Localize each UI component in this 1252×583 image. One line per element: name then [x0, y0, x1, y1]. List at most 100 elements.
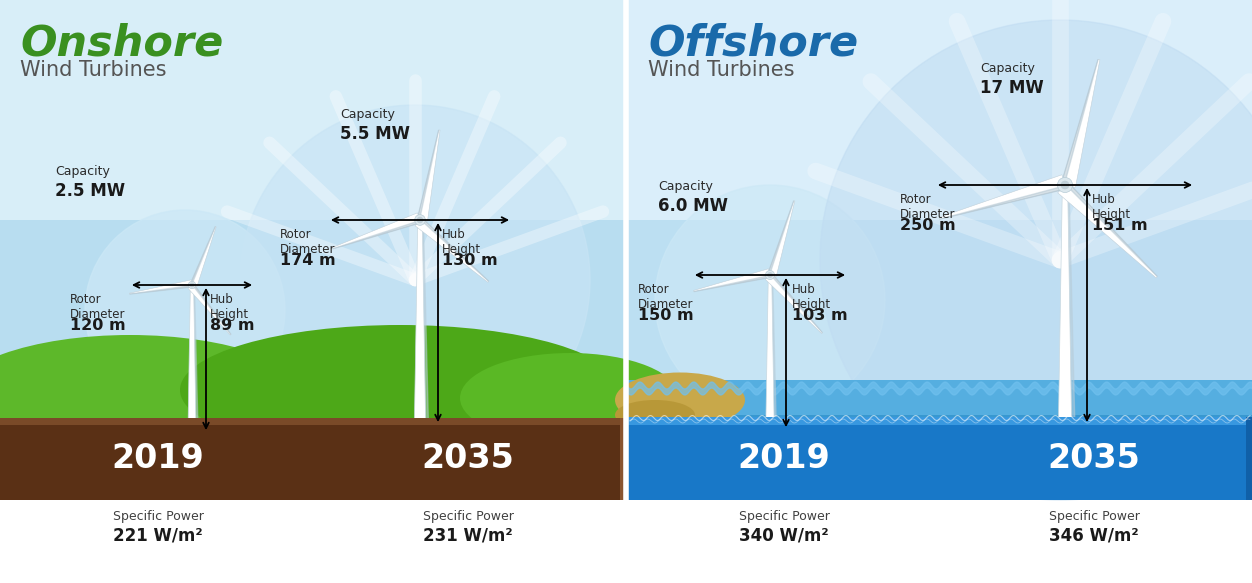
Polygon shape	[194, 285, 198, 433]
Polygon shape	[190, 226, 217, 287]
Text: Hub
Height: Hub Height	[793, 283, 831, 311]
Text: 250 m: 250 m	[900, 218, 955, 233]
Polygon shape	[333, 220, 421, 249]
Polygon shape	[765, 273, 823, 333]
Polygon shape	[422, 220, 428, 425]
Circle shape	[655, 185, 885, 415]
Text: 2.5 MW: 2.5 MW	[55, 182, 125, 200]
Polygon shape	[1246, 417, 1252, 500]
Polygon shape	[767, 201, 795, 277]
Polygon shape	[188, 284, 232, 335]
Text: 346 W/m²: 346 W/m²	[1049, 526, 1139, 544]
Polygon shape	[190, 226, 215, 285]
Bar	[626, 0, 1252, 220]
Polygon shape	[193, 284, 232, 335]
Polygon shape	[766, 275, 774, 430]
Polygon shape	[188, 285, 197, 433]
Polygon shape	[1058, 185, 1072, 425]
Text: 2035: 2035	[422, 441, 515, 475]
Text: 2035: 2035	[1048, 441, 1141, 475]
Polygon shape	[130, 285, 193, 294]
Circle shape	[1058, 177, 1073, 192]
Circle shape	[414, 215, 426, 226]
Circle shape	[820, 20, 1252, 500]
Text: Offshore: Offshore	[649, 22, 858, 64]
Ellipse shape	[615, 400, 695, 430]
Text: 340 W/m²: 340 W/m²	[739, 526, 829, 544]
Bar	[0, 450, 626, 583]
Polygon shape	[1068, 185, 1075, 425]
Ellipse shape	[0, 335, 310, 465]
Text: Wind Turbines: Wind Turbines	[20, 60, 167, 80]
Ellipse shape	[180, 325, 620, 455]
Polygon shape	[129, 280, 193, 294]
Polygon shape	[1062, 59, 1101, 187]
Text: 17 MW: 17 MW	[980, 79, 1044, 97]
Text: 2019: 2019	[111, 441, 204, 475]
Polygon shape	[416, 218, 488, 282]
Bar	[0, 418, 626, 425]
Text: 2019: 2019	[737, 441, 830, 475]
Text: Rotor
Diameter: Rotor Diameter	[70, 293, 125, 321]
Polygon shape	[694, 269, 770, 292]
Bar	[626, 380, 1252, 415]
Text: Capacity: Capacity	[341, 108, 394, 121]
Bar	[0, 390, 626, 450]
Circle shape	[240, 105, 590, 455]
Polygon shape	[417, 130, 438, 220]
Polygon shape	[771, 275, 776, 430]
Polygon shape	[694, 275, 770, 292]
Circle shape	[767, 273, 772, 277]
Polygon shape	[1065, 182, 1157, 276]
Circle shape	[85, 210, 285, 410]
Circle shape	[1062, 181, 1069, 189]
Text: Rotor
Diameter: Rotor Diameter	[280, 228, 336, 256]
Bar	[626, 450, 1252, 583]
Text: Specific Power: Specific Power	[739, 510, 829, 523]
Text: 6.0 MW: 6.0 MW	[659, 197, 727, 215]
Polygon shape	[939, 175, 1067, 219]
Text: 5.5 MW: 5.5 MW	[341, 125, 409, 143]
Ellipse shape	[615, 373, 745, 427]
Text: Specific Power: Specific Power	[1049, 510, 1139, 523]
Bar	[0, 420, 626, 450]
Circle shape	[417, 217, 423, 223]
Polygon shape	[332, 213, 421, 249]
Text: Hub
Height: Hub Height	[210, 293, 249, 321]
Polygon shape	[620, 418, 626, 500]
Text: Rotor
Diameter: Rotor Diameter	[639, 283, 694, 311]
Text: Rotor
Diameter: Rotor Diameter	[900, 193, 955, 221]
Bar	[626, 417, 1252, 425]
Polygon shape	[417, 130, 439, 222]
Polygon shape	[770, 273, 823, 333]
Polygon shape	[421, 218, 488, 281]
Text: 130 m: 130 m	[442, 253, 497, 268]
Text: Wind Turbines: Wind Turbines	[649, 60, 795, 80]
Text: Capacity: Capacity	[980, 62, 1035, 75]
Bar	[626, 0, 1252, 450]
Polygon shape	[1062, 59, 1098, 185]
Text: 103 m: 103 m	[793, 308, 848, 323]
Bar	[626, 380, 1252, 470]
Text: Capacity: Capacity	[659, 180, 712, 193]
Circle shape	[765, 271, 775, 279]
Text: 89 m: 89 m	[210, 318, 254, 333]
Text: 120 m: 120 m	[70, 318, 125, 333]
Bar	[0, 0, 626, 220]
Ellipse shape	[459, 353, 680, 443]
Polygon shape	[414, 220, 426, 425]
Text: 221 W/m²: 221 W/m²	[113, 526, 203, 544]
Text: Hub
Height: Hub Height	[442, 228, 481, 256]
Polygon shape	[767, 201, 794, 275]
Bar	[0, 0, 626, 450]
Text: 174 m: 174 m	[280, 253, 336, 268]
Text: Specific Power: Specific Power	[113, 510, 203, 523]
Bar	[626, 420, 1252, 500]
Text: Hub
Height: Hub Height	[1092, 193, 1131, 221]
Text: Capacity: Capacity	[55, 165, 110, 178]
Bar	[0, 420, 626, 500]
Circle shape	[190, 283, 194, 287]
Text: Specific Power: Specific Power	[423, 510, 513, 523]
Circle shape	[188, 282, 195, 289]
Text: 150 m: 150 m	[639, 308, 694, 323]
